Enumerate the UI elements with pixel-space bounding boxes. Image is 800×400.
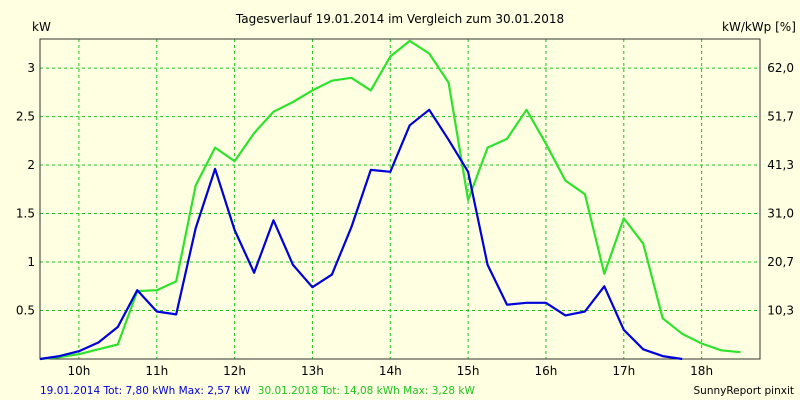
x-tick-label: 16h	[535, 364, 558, 378]
y-tick-label-right: 62,0	[767, 61, 794, 75]
x-tick-label: 11h	[145, 364, 168, 378]
footer-credit: SunnyReport pinxit	[694, 385, 794, 397]
footer-series2-text: 30.01.2018 Tot: 14,08 kWh Max: 3,28 kW	[258, 385, 476, 397]
y-tick-label-right: 41,3	[767, 158, 794, 172]
y-tick-label-left: 2.5	[16, 110, 35, 124]
y-tick-label-left: 1.5	[16, 207, 35, 221]
x-tick-label: 17h	[612, 364, 635, 378]
y-tick-label-left: 1	[27, 255, 35, 269]
plot-frame	[39, 38, 761, 360]
x-tick-label: 18h	[690, 364, 713, 378]
y-tick-label-right: 20,7	[767, 255, 794, 269]
y-axis-right-label: kW/kWp [%]	[722, 20, 796, 34]
series-line-2	[39, 39, 741, 361]
x-tick-label: 13h	[301, 364, 324, 378]
x-tick-label: 12h	[223, 364, 246, 378]
y-tick-label-left: 2	[27, 158, 35, 172]
y-tick-label-left: 0.5	[16, 304, 35, 318]
y-tick-label-right: 10,3	[767, 304, 794, 318]
y-axis-left-label: kW	[32, 20, 51, 34]
series-layer	[39, 39, 741, 361]
y-tick-label-right: 51,7	[767, 110, 794, 124]
x-tick-label: 14h	[379, 364, 402, 378]
grid	[40, 39, 760, 359]
x-tick-label: 10h	[67, 364, 90, 378]
series-line-1	[39, 108, 683, 361]
chart-title: Tagesverlauf 19.01.2014 im Vergleich zum…	[235, 12, 564, 26]
y-tick-label-right: 31,0	[767, 207, 794, 221]
x-tick-label: 15h	[457, 364, 480, 378]
y-tick-label-left: 3	[27, 61, 35, 75]
footer-legend: 19.01.2014 Tot: 7,80 kWh Max: 2,57 kW 30…	[40, 385, 476, 397]
tick-labels: 10h 11h 12h 13h 14h 15h 16h 17h 18h 0.5 10,3 1 20,7 1…	[16, 61, 794, 378]
footer-series1-text: 19.01.2014 Tot: 7,80 kWh Max: 2,57 kW	[40, 385, 251, 397]
